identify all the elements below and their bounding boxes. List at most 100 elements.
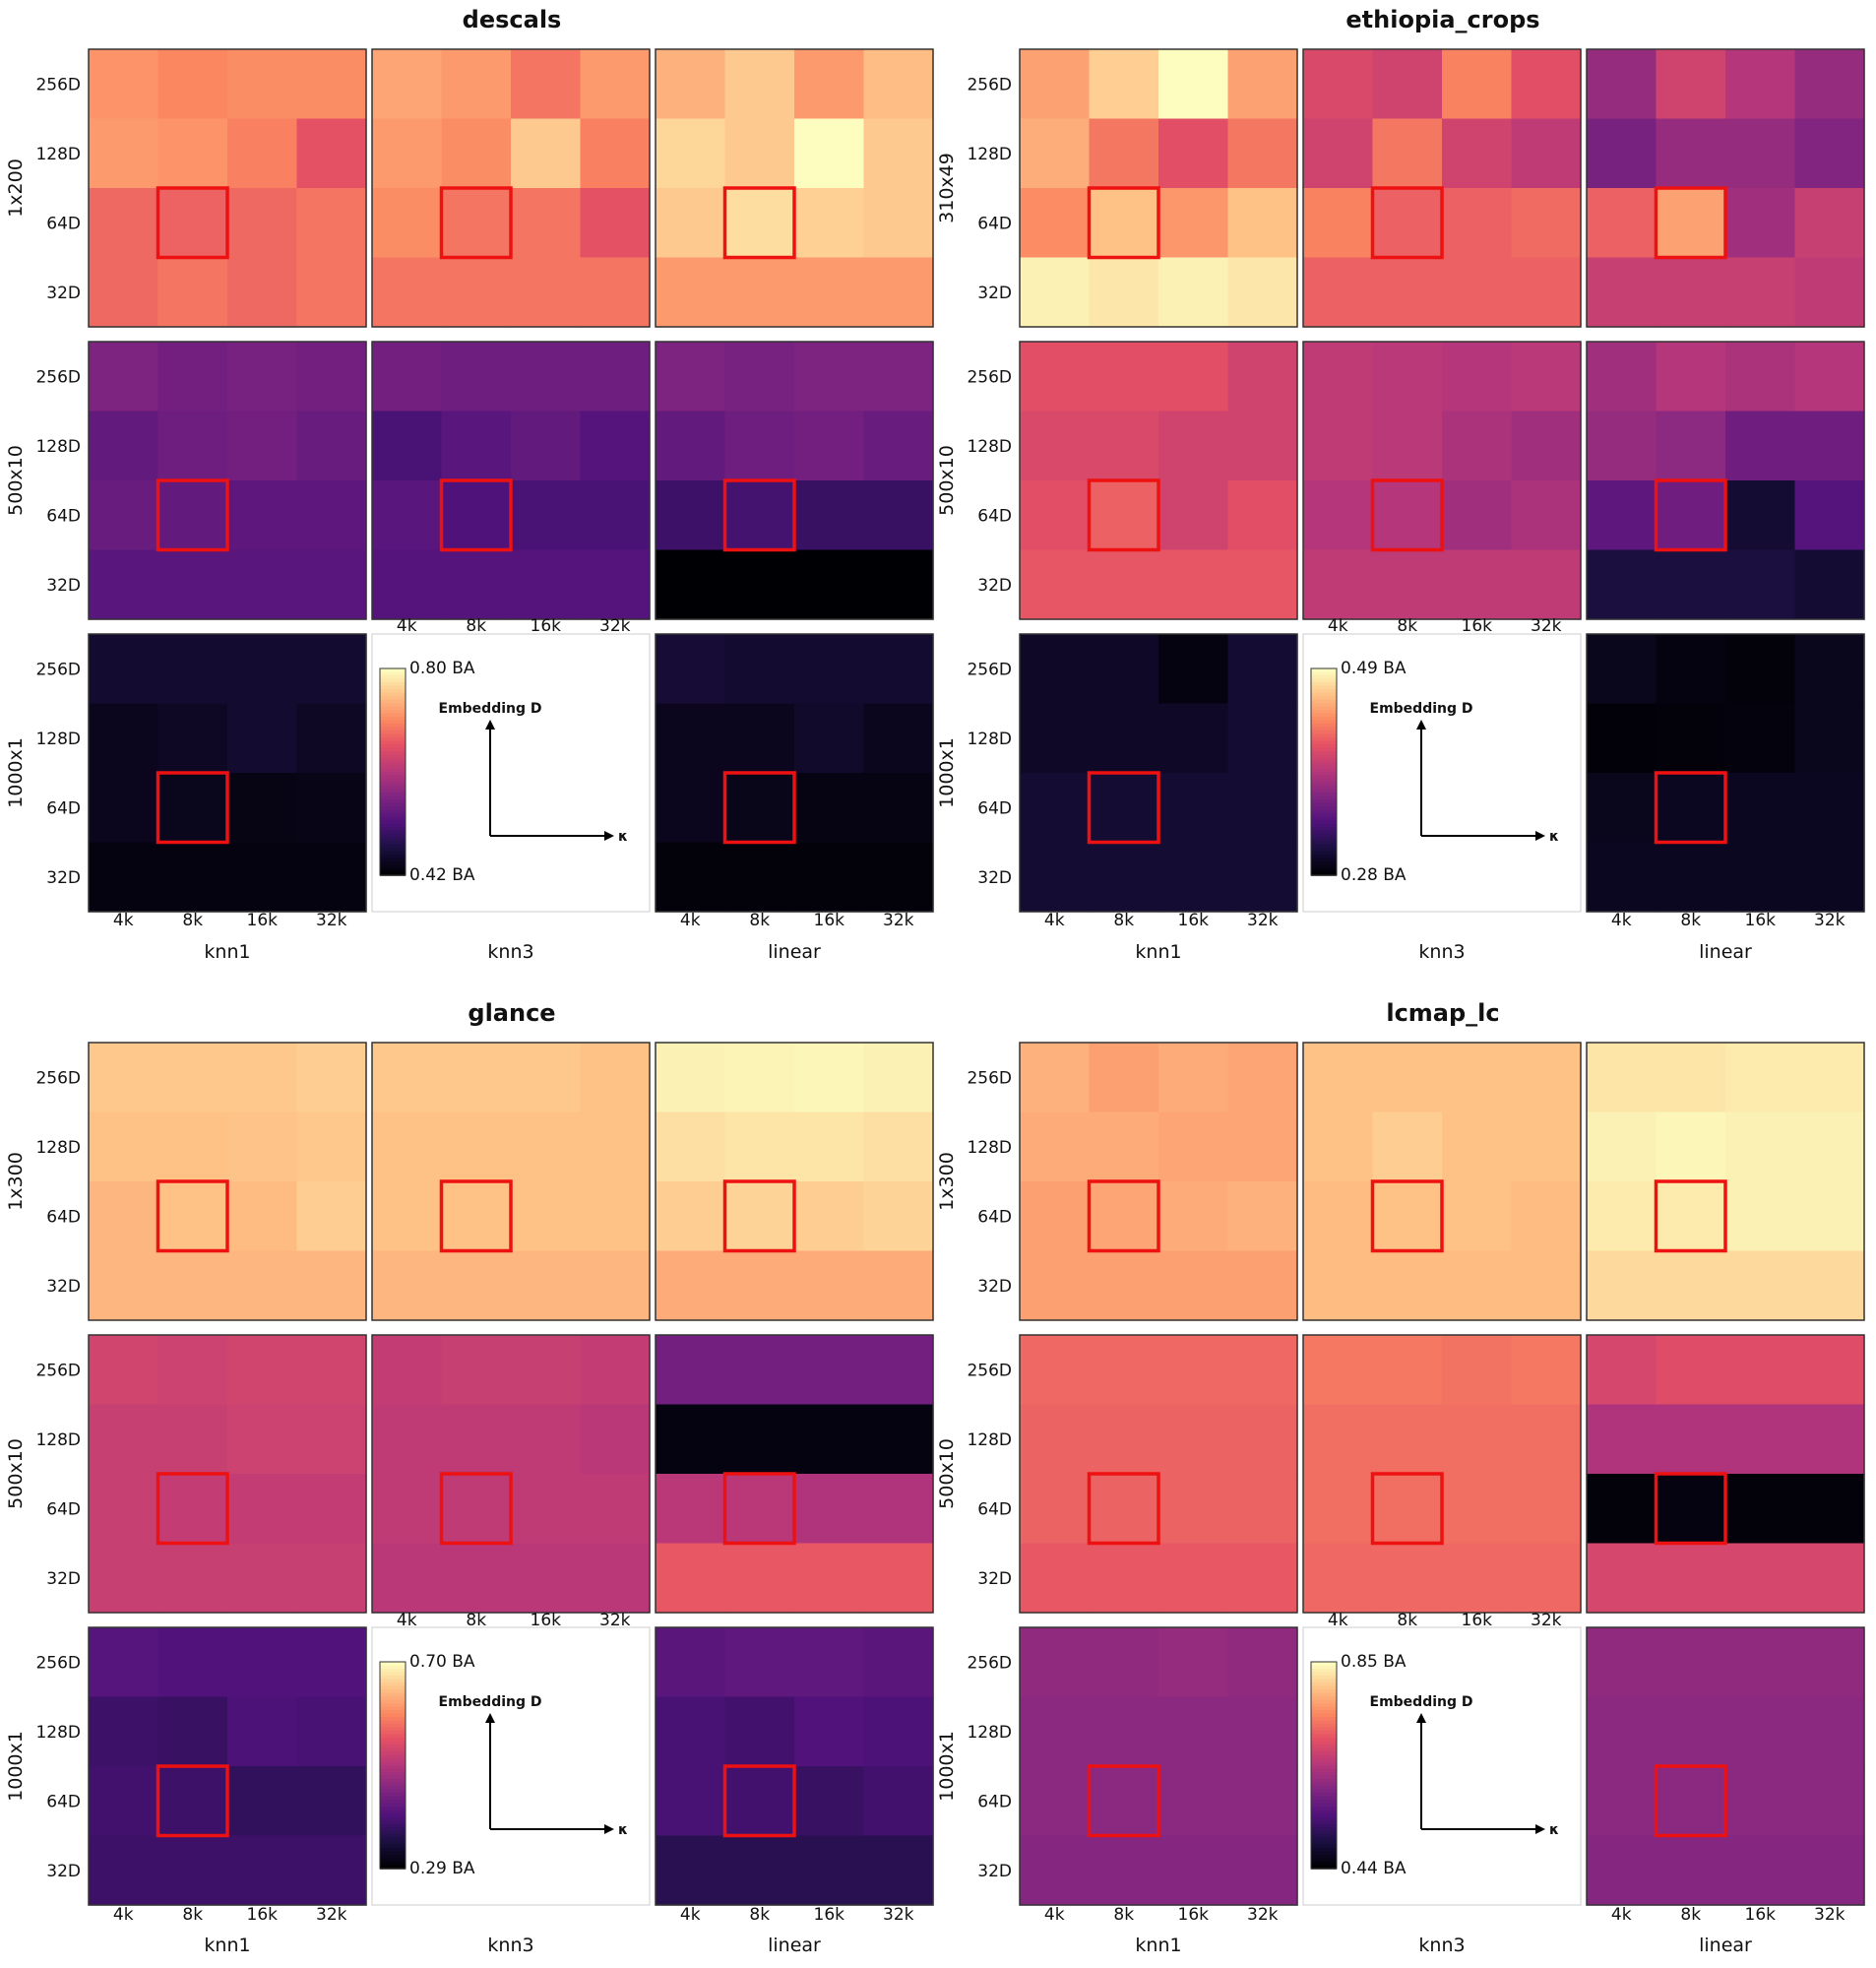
- y-tick-label: 128D: [967, 437, 1012, 457]
- heatmap-cell: [1442, 411, 1513, 481]
- colorbar-segment: [1311, 1823, 1337, 1828]
- heatmap-cell: [1587, 634, 1657, 705]
- colorbar-min-label: 0.44 BA: [1341, 1859, 1407, 1878]
- colorbar-segment: [1311, 1765, 1337, 1770]
- heatmap-cell: [580, 342, 651, 413]
- heatmap-cell: [1227, 1335, 1298, 1406]
- colorbar-segment: [380, 696, 406, 701]
- heatmap-cell: [1089, 842, 1159, 913]
- colorbar-segment: [380, 837, 406, 842]
- heatmap-cell: [157, 411, 228, 481]
- heatmap-cell: [1725, 1543, 1796, 1614]
- heatmap-cell: [794, 188, 865, 259]
- heatmap-cell: [1227, 257, 1298, 328]
- colorbar-segment: [1311, 724, 1337, 729]
- colorbar-segment: [380, 793, 406, 797]
- colorbar-segment: [380, 1727, 406, 1732]
- colorbar-segment: [380, 868, 406, 873]
- heatmap-cell: [1794, 634, 1865, 705]
- colorbar-segment: [1311, 795, 1337, 800]
- heatmap-cell: [1442, 1335, 1513, 1406]
- colorbar-segment: [1311, 1782, 1337, 1787]
- heatmap-cell: [1089, 257, 1159, 328]
- heatmap-cell: [511, 1181, 582, 1252]
- heatmap-cell: [1725, 1835, 1796, 1906]
- colorbar-segment: [380, 1807, 406, 1811]
- heatmap-cell: [724, 49, 795, 120]
- kappa-label: κ: [1549, 829, 1559, 845]
- heatmap-cell: [794, 1404, 865, 1475]
- y-tick-label: 128D: [35, 437, 81, 457]
- heatmap-cell: [296, 480, 367, 551]
- colorbar-segment: [380, 806, 406, 811]
- heatmap-cell: [1442, 1404, 1513, 1475]
- colorbar-segment: [380, 1813, 406, 1818]
- heatmap-cell: [296, 1543, 367, 1614]
- colorbar-segment: [1311, 1761, 1337, 1766]
- colorbar-segment: [380, 1803, 406, 1808]
- heatmap-cell: [724, 1627, 795, 1698]
- colorbar-segment: [1311, 1703, 1337, 1708]
- x-arrow-head: [604, 831, 614, 841]
- colorbar-segment: [1311, 827, 1337, 832]
- heatmap-cell: [1303, 1250, 1374, 1321]
- colorbar-segment: [380, 861, 406, 866]
- y-tick-label: 64D: [977, 1792, 1012, 1811]
- row-label: 500x10: [5, 1438, 27, 1509]
- colorbar-segment: [1311, 1793, 1337, 1798]
- y-tick-label: 32D: [977, 1569, 1012, 1589]
- y-arrow-head: [485, 1713, 495, 1723]
- colorbar-segment: [1311, 1800, 1337, 1805]
- colorbar-segment: [1311, 1724, 1337, 1729]
- heatmap-cell: [89, 480, 159, 551]
- heatmap-cell: [1587, 342, 1657, 413]
- heatmap-cell: [1227, 1543, 1298, 1614]
- colorbar-segment: [1311, 820, 1337, 825]
- colorbar-segment: [380, 1848, 406, 1853]
- y-tick-label: 256D: [35, 367, 81, 387]
- heatmap-cell: [296, 1627, 367, 1698]
- column-label: knn3: [487, 1935, 533, 1956]
- colorbar-segment: [380, 1779, 406, 1784]
- heatmap-cell: [1794, 49, 1865, 120]
- colorbar-segment: [1311, 1672, 1337, 1677]
- colorbar-segment: [380, 740, 406, 745]
- y-tick-label: 128D: [35, 145, 81, 164]
- colorbar-segment: [380, 823, 406, 828]
- heatmap-cell: [511, 1474, 582, 1545]
- y-tick-label: 128D: [967, 1723, 1012, 1743]
- heatmap-cell: [1020, 257, 1091, 328]
- x-tick-label: 16k: [531, 616, 562, 636]
- heatmap-cell: [1794, 1043, 1865, 1113]
- heatmap-cell: [89, 1335, 159, 1406]
- colorbar-segment: [380, 1830, 406, 1835]
- x-tick-label: 8k: [182, 1905, 203, 1925]
- colorbar-segment: [1311, 1706, 1337, 1711]
- heatmap-cell: [1227, 1835, 1298, 1906]
- colorbar-segment: [1311, 782, 1337, 787]
- panel-glance: glance 1x300 256D 128D 64D 32D 500x10 256D 128D 6…: [5, 999, 934, 1956]
- x-tick-label: 32k: [316, 1905, 347, 1925]
- heatmap-cell: [227, 118, 298, 189]
- heatmap-cell: [372, 342, 443, 413]
- y-tick-label: 256D: [967, 1653, 1012, 1673]
- heatmap-cell: [296, 411, 367, 481]
- x-tick-label: 8k: [466, 616, 486, 636]
- heatmap-cell: [1158, 1627, 1229, 1698]
- heatmap-cell: [1794, 1111, 1865, 1182]
- colorbar-segment: [1311, 841, 1337, 846]
- colorbar-segment: [1311, 1720, 1337, 1725]
- panel-frame: [88, 48, 367, 328]
- selected-cell-highlight: [439, 1179, 513, 1253]
- x-tick-label: 4k: [397, 1611, 417, 1630]
- heatmap-cell: [1158, 773, 1229, 844]
- heatmap-cell: [1089, 1696, 1159, 1767]
- heatmap-cell: [1227, 1404, 1298, 1475]
- heatmap-cell: [656, 1766, 726, 1837]
- heatmap-cell: [1089, 549, 1159, 620]
- heatmap-cell: [1587, 1181, 1657, 1252]
- colorbar-segment: [1311, 816, 1337, 821]
- heatmap-cell: [1158, 703, 1229, 774]
- colorbar-segment: [380, 1862, 406, 1867]
- heatmap-cell: [863, 703, 934, 774]
